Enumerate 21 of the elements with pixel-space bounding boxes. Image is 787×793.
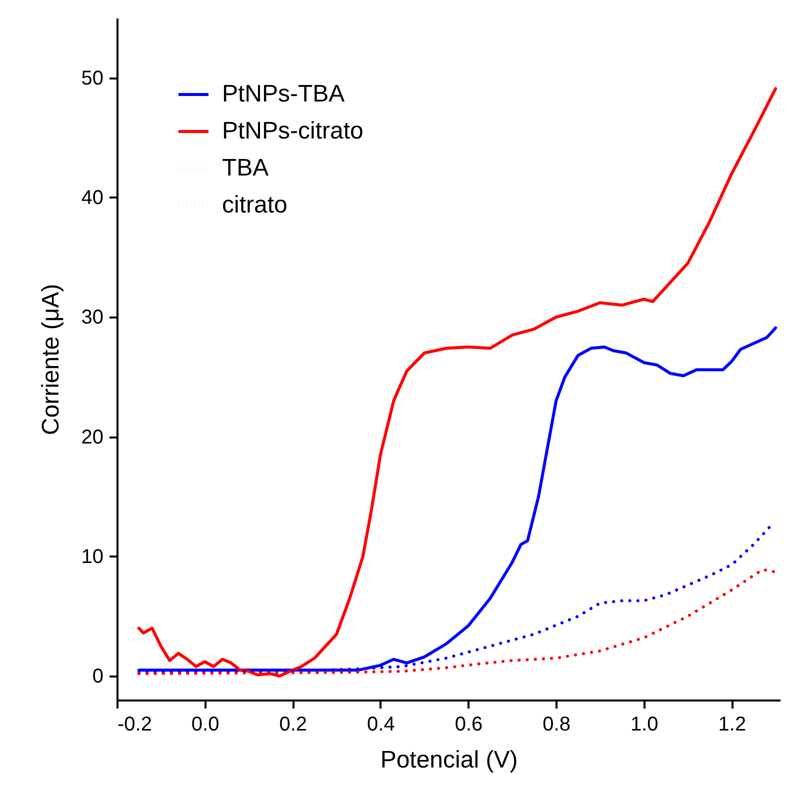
x-tick-label: -0.2 — [118, 714, 152, 736]
x-tick-label: 0.2 — [279, 714, 308, 736]
y-tick-label: 20 — [81, 426, 104, 448]
x-tick-label: 1.0 — [630, 714, 658, 736]
x-tick-label: 0.0 — [191, 714, 220, 736]
legend-label: TBA — [222, 154, 269, 182]
x-tick-label: 0.8 — [542, 714, 570, 736]
x-tick-label: 0.6 — [454, 714, 483, 736]
x-tick-label: 0.4 — [367, 714, 395, 736]
legend-label: PtNPs-citrato — [222, 118, 364, 144]
x-axis-title: Potencial (V) — [380, 746, 518, 774]
y-tick-label: 40 — [81, 186, 104, 209]
y-tick-label: 10 — [81, 546, 104, 568]
y-tick-label: 50 — [81, 67, 104, 90]
y-tick-label: 30 — [81, 306, 104, 329]
legend-label: citrato — [222, 192, 288, 218]
x-tick-label: 1.2 — [718, 714, 746, 736]
line-series — [137, 87, 778, 678]
legend-label: PtNPs-TBA — [222, 80, 345, 108]
y-tick-label: 0 — [92, 666, 104, 688]
y-axis-title: Corriente (μA) — [37, 284, 64, 436]
